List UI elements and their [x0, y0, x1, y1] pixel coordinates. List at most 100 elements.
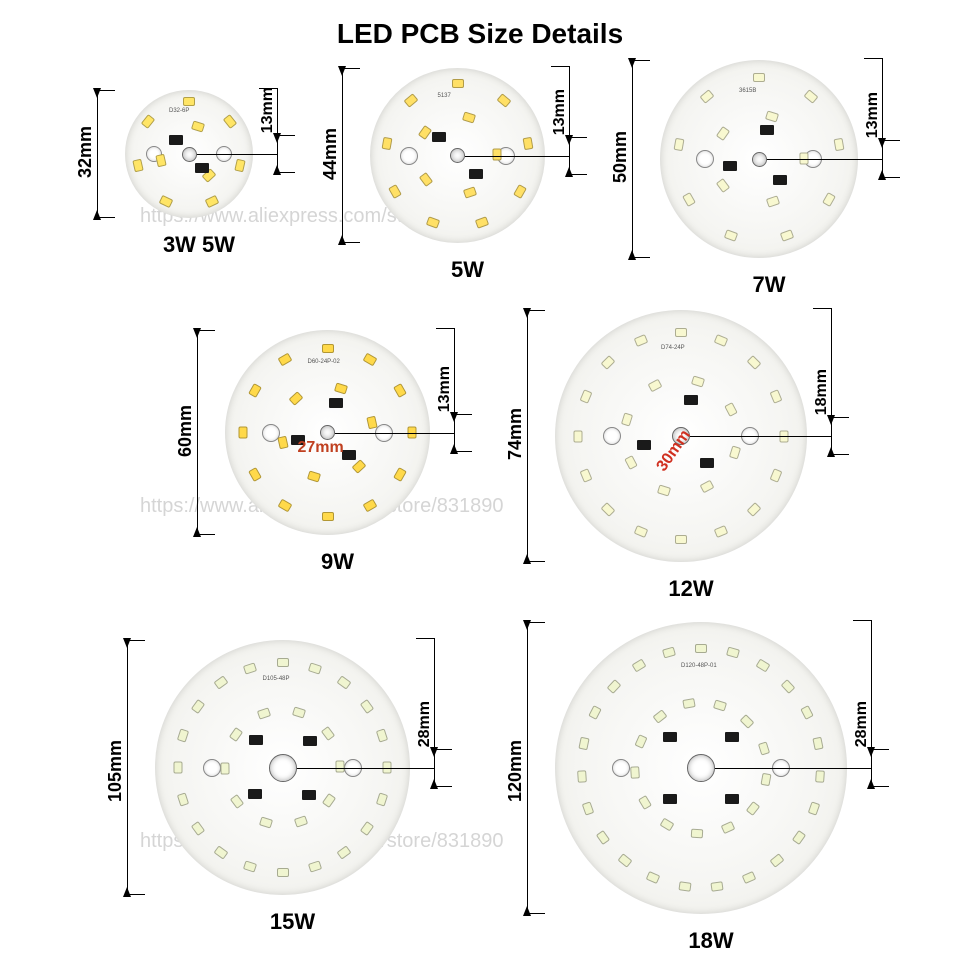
led-chip	[334, 382, 348, 394]
led-chip	[159, 195, 174, 208]
ic-chip	[663, 732, 677, 742]
led-chip	[308, 662, 322, 674]
led-chip	[307, 470, 321, 482]
dim-bracket-diameter	[527, 622, 528, 914]
led-chip	[653, 709, 668, 723]
led-chip	[418, 125, 432, 140]
led-chip	[808, 801, 820, 815]
pcb-7w: 3615B50mm13mm7W	[660, 60, 858, 258]
dim-diameter-label: 120mm	[505, 740, 526, 802]
led-chip	[239, 427, 248, 439]
pcb-15w: D105-48P105mm28mm15W	[155, 640, 410, 895]
led-chip	[278, 498, 293, 512]
led-chip	[662, 647, 676, 659]
mount-hole	[203, 759, 221, 777]
led-chip	[582, 801, 594, 815]
led-chip	[393, 467, 407, 482]
led-chip	[191, 821, 205, 836]
dim-bracket-diameter	[527, 310, 528, 562]
ic-chip	[723, 161, 737, 171]
led-chip	[716, 178, 730, 193]
led-chip	[243, 662, 257, 674]
led-chip	[308, 861, 322, 873]
pcb-silk-text: D105-48P	[263, 676, 290, 682]
pcb-silk-text: D74-24P	[661, 345, 685, 351]
led-chip	[132, 159, 143, 173]
led-chip	[177, 728, 189, 742]
led-chip	[601, 356, 616, 371]
led-chip	[278, 353, 293, 367]
led-chip	[647, 379, 662, 393]
center-hole	[450, 148, 465, 163]
dim-diameter-label: 32mm	[75, 126, 96, 178]
led-chip	[675, 328, 687, 337]
led-chip	[682, 698, 695, 709]
dim-diameter-label: 50mm	[610, 131, 631, 183]
led-chip	[322, 344, 334, 353]
dim-bracket-diameter	[197, 330, 198, 535]
center-hole	[752, 152, 767, 167]
dim-bracket-diameter	[97, 90, 98, 218]
ic-chip	[684, 395, 698, 405]
led-chip	[336, 845, 351, 859]
pcb-silk-text: D120-48P-01	[681, 663, 717, 669]
dim-bracket-diameter	[342, 68, 343, 243]
led-chip	[258, 816, 272, 828]
power-label: 12W	[631, 576, 751, 602]
led-chip	[155, 154, 166, 168]
led-chip	[634, 734, 647, 749]
led-chip	[294, 816, 308, 828]
led-chip	[766, 195, 780, 207]
led-chip	[234, 159, 245, 173]
pcb-9w: D60-24P-0227mm60mm13mm9W	[225, 330, 430, 535]
ic-chip	[249, 735, 263, 745]
pcb-silk-text: D60-24P-02	[308, 359, 340, 365]
led-chip	[523, 136, 534, 149]
led-chip	[822, 192, 836, 207]
led-chip	[360, 821, 374, 836]
center-hole	[687, 754, 715, 782]
led-chip	[657, 484, 671, 496]
led-chip	[277, 868, 289, 877]
led-chip	[747, 356, 762, 371]
ic-chip	[700, 458, 714, 468]
led-chip	[801, 706, 815, 721]
led-chip	[513, 184, 527, 199]
led-chip	[691, 829, 704, 839]
ic-chip	[248, 789, 262, 799]
led-chip	[376, 793, 388, 807]
power-label: 18W	[651, 928, 771, 954]
led-chip	[596, 830, 610, 845]
ic-chip	[773, 175, 787, 185]
led-chip	[770, 389, 783, 404]
led-chip	[780, 229, 794, 242]
led-chip	[804, 90, 819, 105]
led-chip	[726, 647, 740, 659]
led-chip	[713, 334, 728, 347]
dim-hole-label: 13mm	[259, 87, 277, 133]
led-chip	[631, 766, 641, 779]
led-chip	[634, 525, 649, 538]
led-chip	[674, 138, 685, 151]
dim-hole-label: 28mm	[416, 701, 434, 747]
led-chip	[601, 502, 616, 517]
dim-hole-label: 13mm	[551, 89, 569, 135]
led-chip	[221, 762, 230, 774]
led-chip	[257, 707, 271, 719]
dim-hole-label: 13mm	[864, 92, 882, 138]
led-chip	[173, 762, 182, 774]
ic-chip	[329, 398, 343, 408]
led-chip	[248, 383, 262, 398]
led-chip	[578, 737, 589, 751]
led-chip	[289, 391, 304, 406]
pcb-silk-text: D32-6P	[169, 108, 189, 114]
led-chip	[769, 854, 784, 869]
pcb-12w: D74-24P30mm74mm18mm12W	[555, 310, 807, 562]
led-chip	[322, 793, 336, 808]
led-chip	[833, 138, 844, 151]
led-chip	[214, 845, 229, 859]
led-chip	[715, 126, 729, 141]
led-chip	[682, 192, 696, 207]
power-label: 9W	[278, 549, 398, 575]
led-chip	[177, 793, 189, 807]
